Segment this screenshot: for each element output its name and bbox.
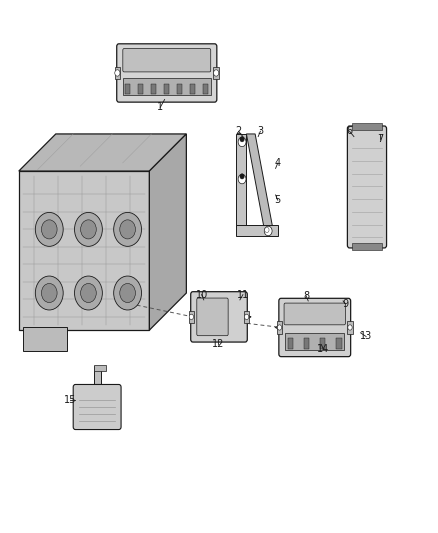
Circle shape — [264, 226, 272, 236]
Text: 11: 11 — [237, 289, 249, 300]
Circle shape — [189, 314, 194, 319]
Text: 5: 5 — [275, 195, 281, 205]
Circle shape — [74, 276, 102, 310]
Text: 14: 14 — [317, 344, 329, 354]
Polygon shape — [19, 134, 186, 171]
FancyBboxPatch shape — [197, 298, 228, 336]
Circle shape — [42, 284, 57, 303]
Text: 12: 12 — [212, 340, 224, 350]
Text: 13: 13 — [360, 332, 372, 342]
Text: 6: 6 — [346, 126, 353, 136]
Bar — [164, 84, 169, 94]
Bar — [352, 123, 382, 130]
Circle shape — [240, 136, 244, 142]
Bar — [125, 84, 130, 94]
Polygon shape — [19, 171, 149, 330]
Bar — [304, 338, 309, 349]
Bar — [288, 338, 293, 349]
FancyBboxPatch shape — [347, 126, 387, 248]
Circle shape — [74, 213, 102, 246]
Bar — [123, 78, 211, 95]
Circle shape — [120, 220, 135, 239]
FancyBboxPatch shape — [123, 49, 211, 72]
Circle shape — [114, 213, 141, 246]
Bar — [286, 333, 344, 350]
Circle shape — [277, 325, 282, 330]
Bar — [237, 134, 246, 227]
Bar — [115, 67, 120, 79]
Circle shape — [42, 220, 57, 239]
Bar — [138, 84, 143, 94]
Bar — [320, 338, 325, 349]
Circle shape — [244, 314, 249, 319]
Text: 3: 3 — [257, 126, 263, 136]
Bar — [244, 311, 250, 323]
Text: 8: 8 — [303, 290, 309, 301]
Bar — [277, 321, 283, 334]
Text: 7: 7 — [377, 134, 383, 144]
Bar — [190, 84, 195, 94]
Bar — [336, 338, 342, 349]
Polygon shape — [149, 134, 186, 330]
Circle shape — [238, 174, 246, 184]
FancyBboxPatch shape — [117, 44, 217, 102]
FancyBboxPatch shape — [73, 384, 121, 430]
Bar — [203, 84, 208, 94]
Circle shape — [35, 213, 63, 246]
Bar — [188, 311, 194, 323]
Polygon shape — [247, 134, 272, 227]
Bar — [23, 327, 67, 351]
Circle shape — [265, 227, 269, 232]
Circle shape — [114, 276, 141, 310]
Bar — [94, 366, 101, 390]
Bar — [177, 84, 182, 94]
Text: 15: 15 — [64, 395, 76, 405]
Circle shape — [35, 276, 63, 310]
FancyBboxPatch shape — [191, 292, 247, 342]
Circle shape — [81, 284, 96, 303]
Circle shape — [240, 174, 244, 179]
Text: 2: 2 — [236, 126, 242, 136]
Circle shape — [348, 325, 352, 330]
Circle shape — [214, 70, 219, 76]
Text: 4: 4 — [275, 158, 281, 168]
Circle shape — [115, 70, 120, 76]
FancyBboxPatch shape — [279, 298, 351, 357]
Bar — [347, 321, 353, 334]
Circle shape — [120, 284, 135, 303]
Bar — [213, 67, 219, 79]
Bar — [352, 243, 382, 249]
Bar — [151, 84, 156, 94]
Text: 1: 1 — [157, 102, 163, 112]
FancyBboxPatch shape — [284, 303, 346, 325]
Bar — [94, 365, 106, 371]
Text: 9: 9 — [342, 298, 348, 309]
Text: 10: 10 — [195, 289, 208, 300]
Circle shape — [81, 220, 96, 239]
Circle shape — [238, 137, 246, 147]
Bar — [237, 224, 278, 236]
